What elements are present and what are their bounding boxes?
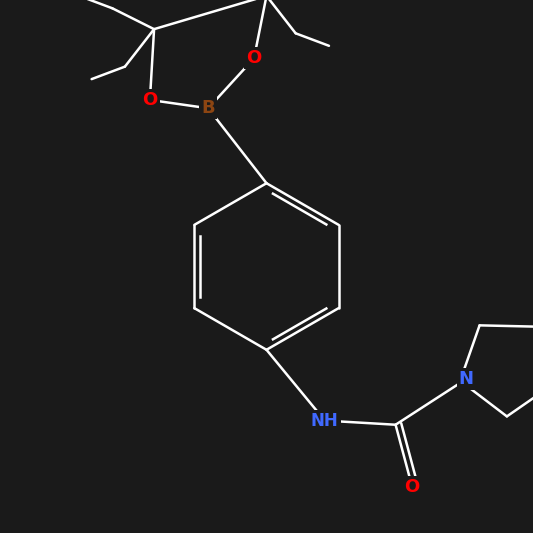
Text: N: N (459, 370, 474, 388)
Text: NH: NH (311, 411, 338, 430)
Text: B: B (201, 99, 215, 117)
Text: O: O (246, 49, 262, 67)
Text: O: O (142, 91, 158, 109)
Text: O: O (405, 478, 420, 496)
